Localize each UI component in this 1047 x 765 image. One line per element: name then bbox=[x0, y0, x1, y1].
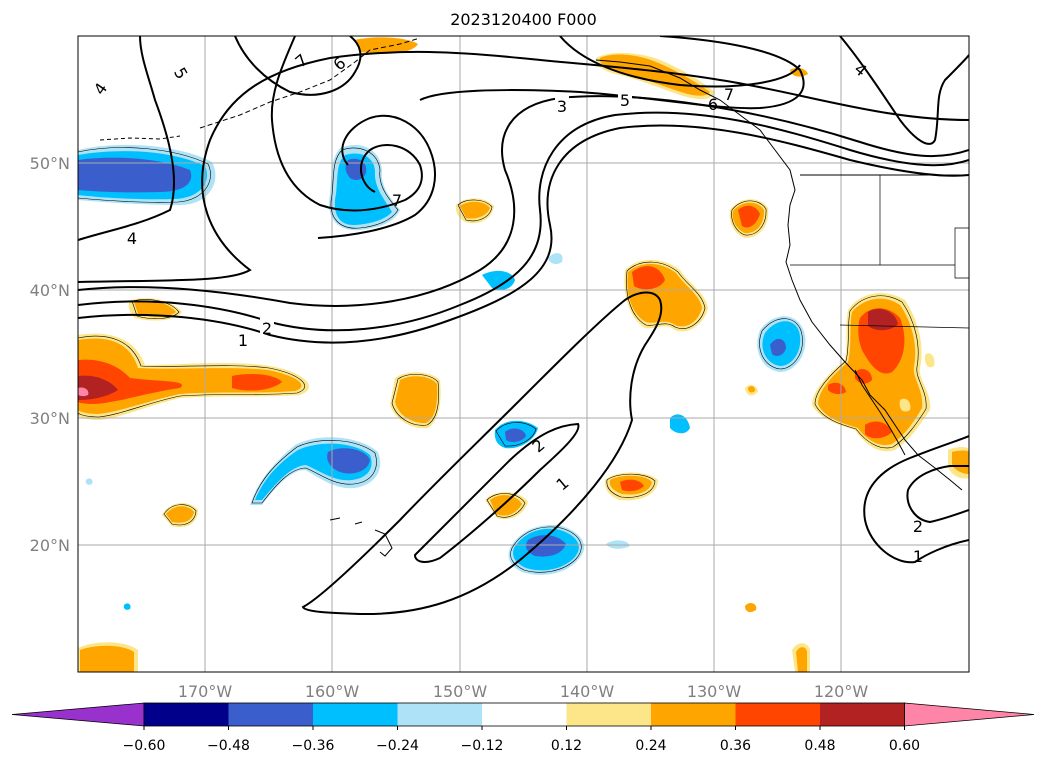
lat-label-30n: 30°N bbox=[30, 409, 70, 428]
baja-california bbox=[854, 369, 906, 456]
contour-label-2-southeast: 2 bbox=[913, 517, 923, 536]
contour-label-1-west: 1 bbox=[238, 331, 248, 350]
colorbar: −0.60 −0.48 −0.36 −0.24 −0.12 0.12 0.24 0.36 0.4… bbox=[11, 702, 1035, 754]
map-frame bbox=[77, 35, 970, 673]
graticule bbox=[78, 36, 969, 672]
contour-label-5-northwest: 5 bbox=[170, 64, 192, 82]
contour-4-west bbox=[78, 36, 176, 241]
contour-label-1-trough: 1 bbox=[552, 473, 572, 494]
colorbar-tick-label: −0.48 bbox=[207, 738, 250, 754]
colorbar-tick-label: 0.48 bbox=[804, 738, 835, 754]
lon-label-130w: 130°W bbox=[687, 682, 742, 701]
colorbar-segment bbox=[820, 703, 905, 726]
contour-label-3-ridge: 3 bbox=[557, 97, 567, 116]
contour-label-1-southeast: 1 bbox=[913, 547, 923, 566]
colorbar-segment bbox=[651, 703, 736, 726]
contour-1-southeast bbox=[863, 435, 969, 564]
contour-1-trough bbox=[301, 291, 663, 616]
colorbar-tick-label: −0.60 bbox=[123, 738, 166, 754]
lon-label-140w: 140°W bbox=[560, 682, 615, 701]
aleutian-islands bbox=[99, 135, 181, 141]
colorbar-tick-label: 0.12 bbox=[551, 738, 582, 754]
contour-2-trough bbox=[413, 422, 580, 563]
contour-label-7-ridge: 7 bbox=[724, 85, 734, 104]
colorbar-segment bbox=[228, 703, 314, 726]
lon-label-150w: 150°W bbox=[433, 682, 488, 701]
colorbar-frame bbox=[143, 702, 905, 727]
colorbar-segment bbox=[735, 703, 821, 726]
longitude-labels: 170°W 160°W 150°W 140°W 130°W 120°W bbox=[178, 682, 869, 701]
lon-label-120w: 120°W bbox=[814, 682, 869, 701]
contour-1-north bbox=[78, 124, 969, 344]
contour-6-low bbox=[270, 36, 423, 212]
contour-label-7-center: 7 bbox=[392, 191, 402, 210]
contour-2-southeast bbox=[906, 465, 969, 524]
contour-3-north bbox=[78, 95, 969, 307]
lat-label-40n: 40°N bbox=[30, 281, 70, 300]
contour-label-4-northeast: 4 bbox=[851, 59, 871, 80]
colorbar-tick-label: −0.24 bbox=[376, 738, 419, 754]
colorbar-segment bbox=[397, 703, 483, 726]
north-america-west-coast bbox=[595, 59, 963, 491]
neg-anomaly-west bbox=[78, 144, 216, 205]
pos-anomaly-california bbox=[624, 199, 969, 479]
latitude-labels: 50°N 40°N 30°N 20°N bbox=[30, 154, 70, 555]
colorbar-segment bbox=[144, 703, 229, 726]
contour-label-2-west: 2 bbox=[262, 319, 272, 338]
colorbar-tick-label: −0.36 bbox=[292, 738, 335, 754]
colorbar-segment bbox=[313, 703, 398, 726]
alaska-peninsula-coast bbox=[199, 37, 421, 129]
neg-anomaly-subtropical bbox=[85, 414, 690, 610]
contour-label-4-west: 4 bbox=[127, 229, 137, 248]
neg-anomaly-small-2 bbox=[548, 253, 563, 265]
colorbar-extend-high bbox=[904, 702, 1035, 727]
map-title: 2023120400 F000 bbox=[450, 10, 597, 29]
contour-5-northwest bbox=[234, 36, 362, 96]
colorbar-tick-label: −0.12 bbox=[461, 738, 504, 754]
colorbar-tick-label: 0.24 bbox=[635, 738, 666, 754]
colorbar-segment bbox=[566, 703, 652, 726]
contour-label-5-ridge: 5 bbox=[620, 91, 630, 110]
coastlines bbox=[99, 37, 969, 557]
pos-anomaly-west-band bbox=[78, 298, 309, 420]
state-borders bbox=[790, 175, 969, 329]
contour-4-north bbox=[78, 50, 969, 283]
contour-east-north bbox=[839, 36, 969, 145]
lat-label-20n: 20°N bbox=[30, 536, 70, 555]
hawaiian-islands bbox=[329, 517, 393, 557]
lon-label-170w: 170°W bbox=[178, 682, 233, 701]
colorbar-segment bbox=[482, 703, 567, 726]
colorbar-extend-low bbox=[11, 702, 145, 727]
contour-2-north bbox=[78, 111, 969, 332]
colorbar-tick-label: 0.36 bbox=[720, 738, 751, 754]
contour-7-low bbox=[317, 114, 436, 239]
contour-label-4-northwest: 4 bbox=[90, 79, 111, 98]
lat-label-50n: 50°N bbox=[30, 154, 70, 173]
contour-5-ridge bbox=[419, 36, 805, 110]
pos-anomaly-central bbox=[78, 198, 810, 672]
contour-7-ridge bbox=[559, 36, 801, 88]
height-contours bbox=[78, 36, 969, 616]
neg-anomaly-baja bbox=[757, 316, 806, 372]
anomaly-fill-layer bbox=[78, 37, 969, 672]
contour-label-2-trough: 2 bbox=[528, 435, 548, 456]
contour-label-6-ridge: 6 bbox=[708, 95, 718, 114]
neg-anomaly-small-1 bbox=[482, 270, 515, 290]
lon-label-160w: 160°W bbox=[305, 682, 360, 701]
colorbar-tick-label: 0.60 bbox=[889, 738, 920, 754]
